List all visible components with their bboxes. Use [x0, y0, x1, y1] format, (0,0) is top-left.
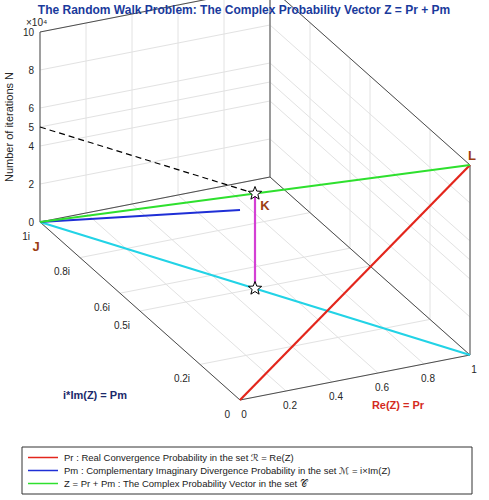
svg-text:4: 4: [28, 141, 34, 152]
svg-text:Z = Pr + Pm : The Complex Prob: Z = Pr + Pm : The Complex Probability Ve…: [64, 478, 309, 489]
svg-text:6: 6: [28, 103, 34, 114]
svg-text:1i: 1i: [22, 231, 30, 242]
svg-text:J: J: [32, 239, 39, 254]
svg-text:Number of iterations N: Number of iterations N: [3, 72, 15, 182]
svg-text:L: L: [468, 148, 476, 163]
svg-text:10: 10: [23, 27, 35, 38]
svg-text:0.2i: 0.2i: [174, 373, 190, 384]
svg-text:Pr : Real Convergence Probabil: Pr : Real Convergence Probability in the…: [64, 452, 294, 463]
svg-text:0.6i: 0.6i: [94, 302, 110, 313]
svg-text:The Random Walk Problem: The C: The Random Walk Problem: The Complex Pro…: [38, 3, 450, 17]
svg-text:1: 1: [471, 364, 477, 375]
svg-text:0.2: 0.2: [283, 400, 297, 411]
svg-text:0.8i: 0.8i: [54, 266, 70, 277]
svg-text:Re(Z) = Pr: Re(Z) = Pr: [372, 399, 425, 411]
svg-text:0: 0: [241, 409, 247, 420]
svg-text:2: 2: [28, 179, 34, 190]
svg-text:i*Im(Z) = Pm: i*Im(Z) = Pm: [63, 389, 127, 401]
svg-text:K: K: [260, 198, 270, 213]
svg-text:0.5i: 0.5i: [114, 320, 130, 331]
svg-text:×10⁴: ×10⁴: [26, 17, 47, 28]
svg-text:5: 5: [28, 122, 34, 133]
svg-text:Pm : Complementary Imaginary D: Pm : Complementary Imaginary Divergence …: [64, 465, 390, 476]
svg-text:0.8: 0.8: [421, 373, 435, 384]
svg-text:8: 8: [28, 65, 34, 76]
svg-text:0: 0: [28, 217, 34, 228]
svg-text:0.4: 0.4: [329, 391, 343, 402]
svg-text:0.6: 0.6: [375, 382, 389, 393]
svg-text:0: 0: [224, 409, 230, 420]
